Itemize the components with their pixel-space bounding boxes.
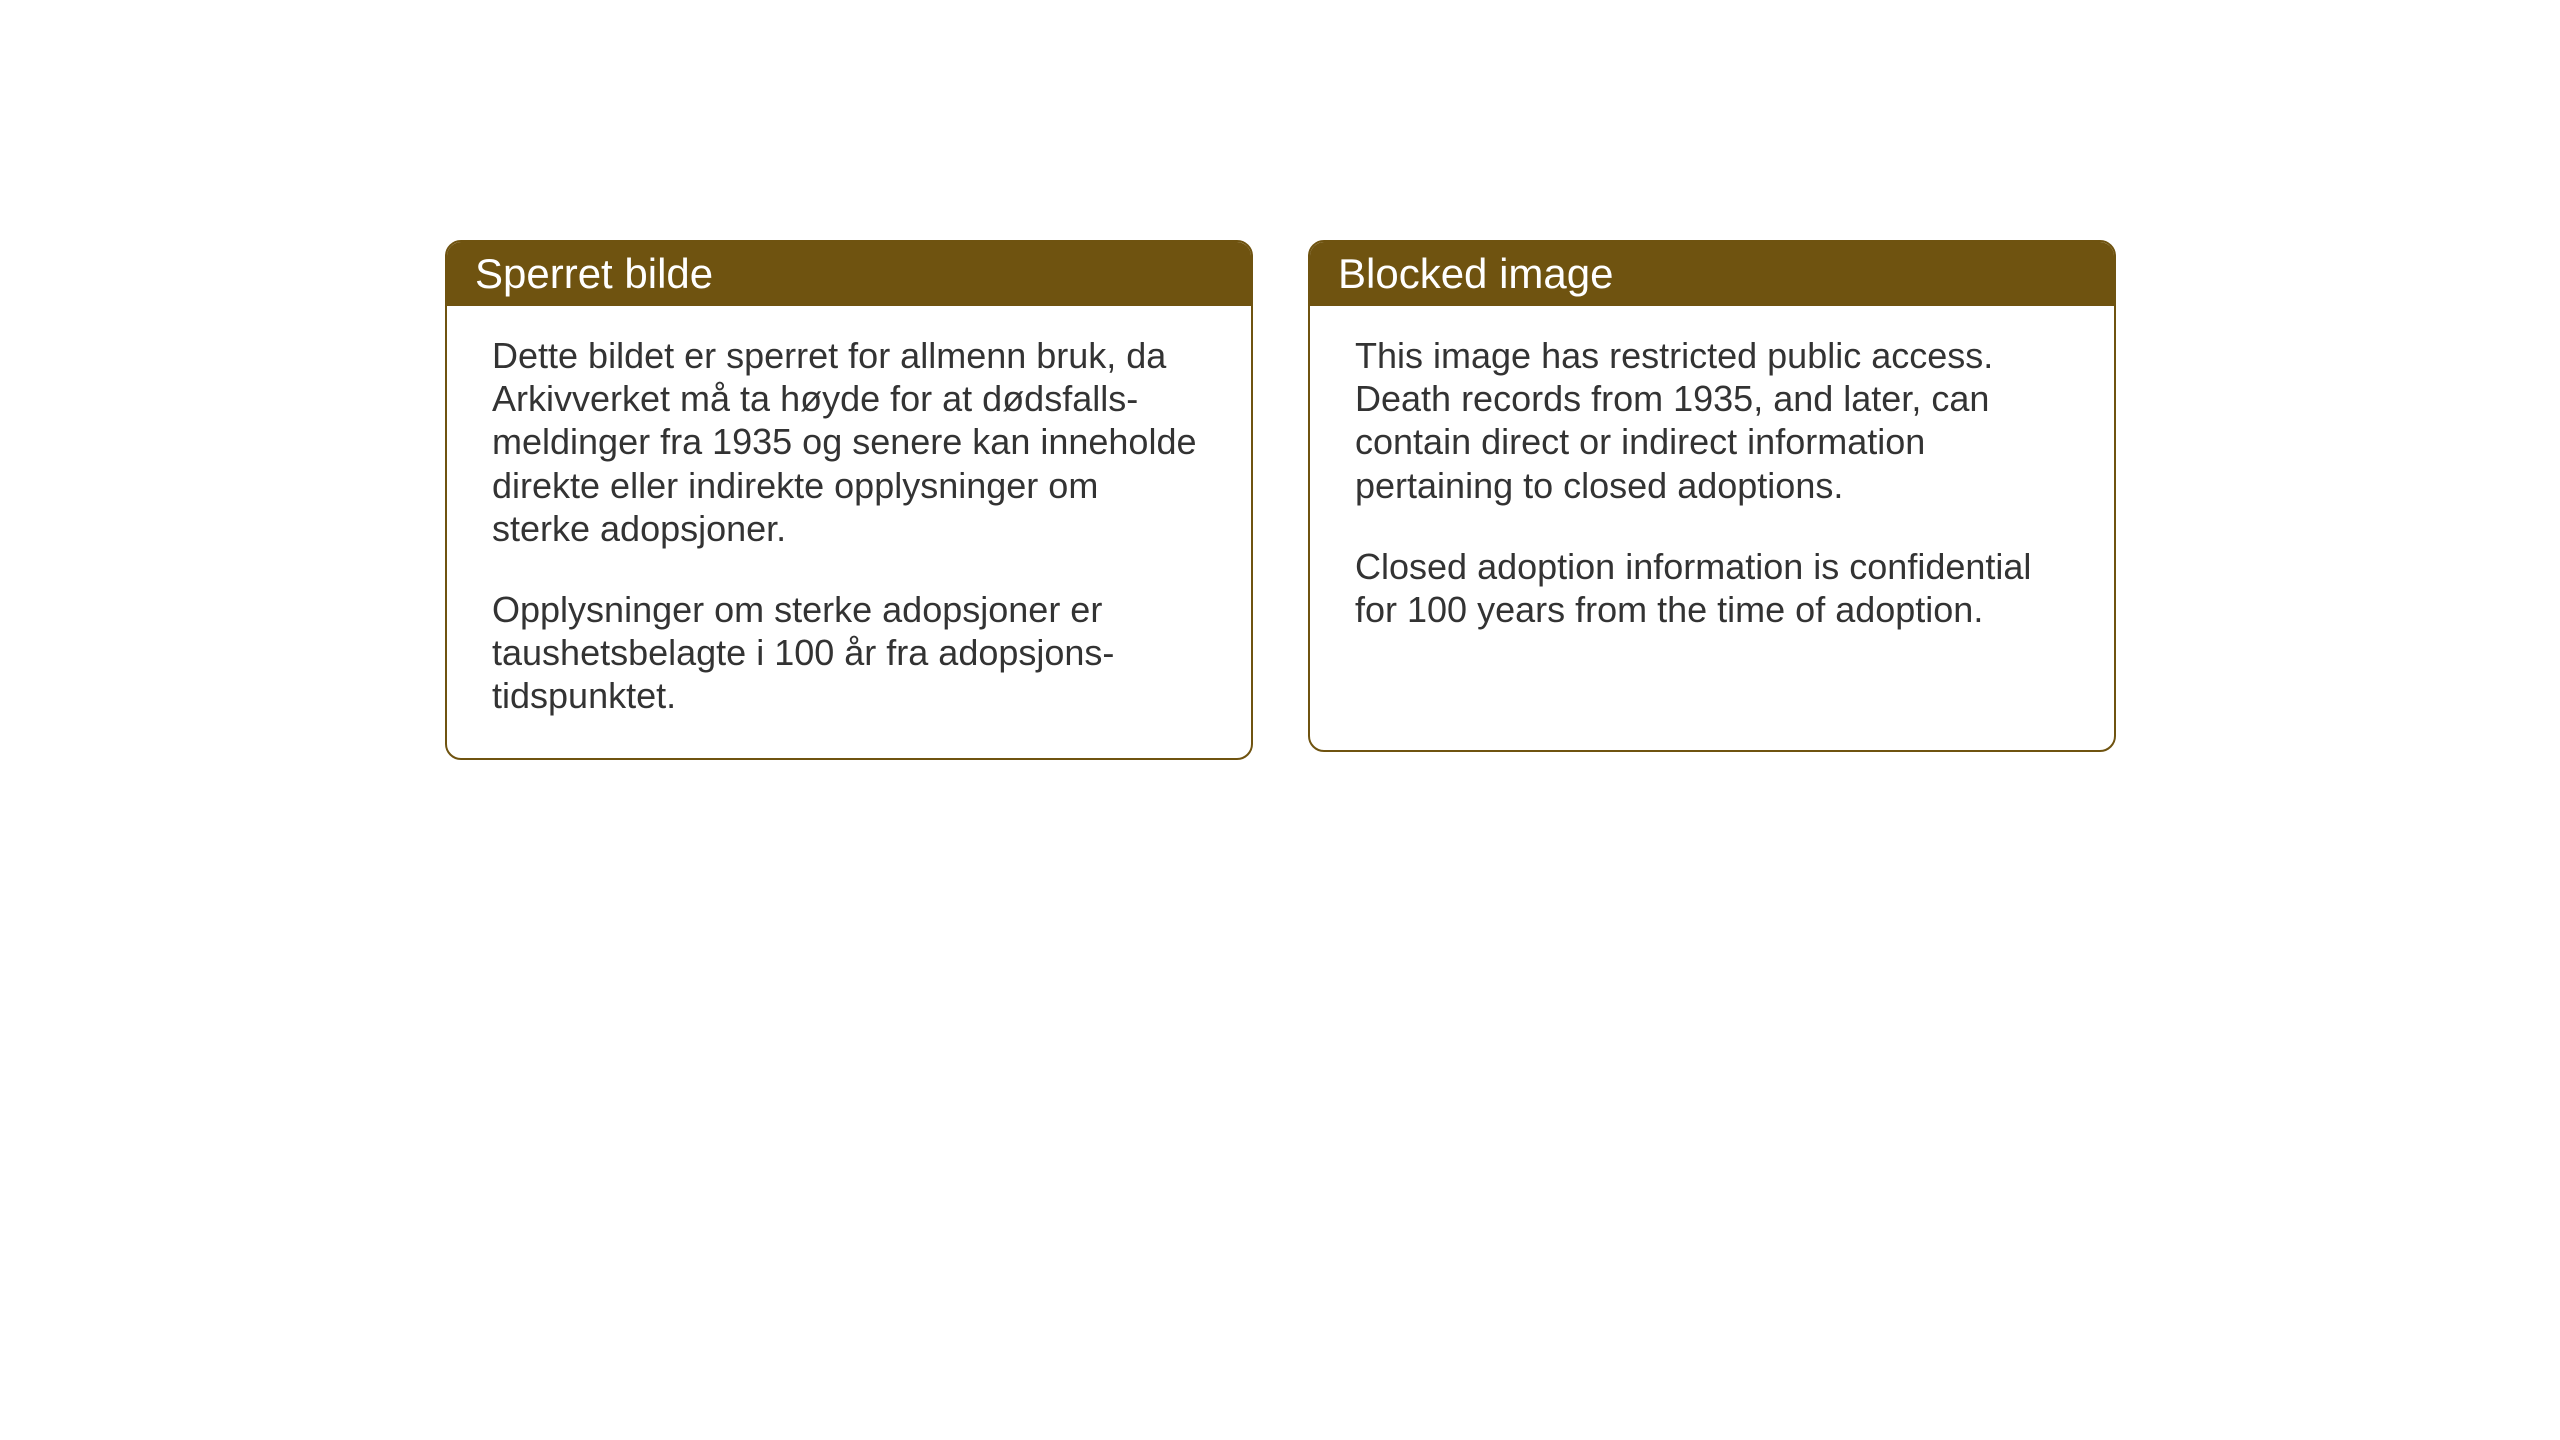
english-card-title: Blocked image <box>1338 250 1613 297</box>
norwegian-card-header: Sperret bilde <box>447 242 1251 306</box>
english-paragraph-1: This image has restricted public access.… <box>1355 334 2069 507</box>
english-notice-card: Blocked image This image has restricted … <box>1308 240 2116 752</box>
english-card-body: This image has restricted public access.… <box>1310 306 2114 671</box>
norwegian-paragraph-1: Dette bildet er sperret for allmenn bruk… <box>492 334 1206 550</box>
norwegian-paragraph-2: Opplysninger om sterke adopsjoner er tau… <box>492 588 1206 718</box>
norwegian-notice-card: Sperret bilde Dette bildet er sperret fo… <box>445 240 1253 760</box>
notice-container: Sperret bilde Dette bildet er sperret fo… <box>445 240 2116 760</box>
english-paragraph-2: Closed adoption information is confident… <box>1355 545 2069 631</box>
english-card-header: Blocked image <box>1310 242 2114 306</box>
norwegian-card-body: Dette bildet er sperret for allmenn bruk… <box>447 306 1251 758</box>
norwegian-card-title: Sperret bilde <box>475 250 713 297</box>
